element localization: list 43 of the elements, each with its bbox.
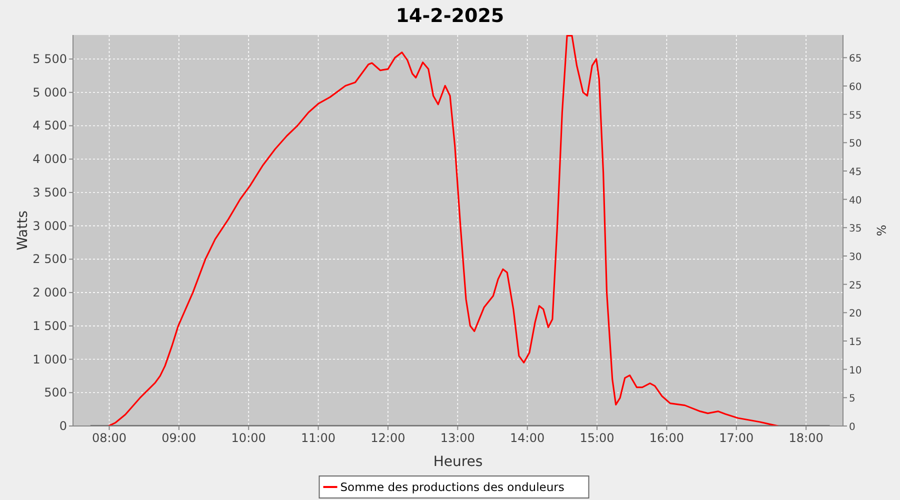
y2-tick-label: 25 bbox=[849, 280, 862, 292]
y-tick-label: 1 500 bbox=[32, 318, 67, 333]
line-series bbox=[108, 35, 779, 426]
y-tick-label: 2 000 bbox=[32, 286, 67, 300]
x-tick-label: 08:00 bbox=[92, 431, 127, 445]
x-tick-label: 14:00 bbox=[510, 431, 545, 445]
x-tick-label: 09:00 bbox=[162, 431, 196, 445]
y2-tick-label: 10 bbox=[849, 365, 862, 376]
y-tick-label: 1 000 bbox=[32, 352, 67, 366]
y2-tick-label: 0 bbox=[849, 422, 856, 433]
y2-tick-label: 40 bbox=[849, 195, 862, 206]
y2-tick-label: 5 bbox=[849, 394, 856, 405]
x-tick-label: 10:00 bbox=[231, 431, 266, 445]
y-tick-label: 0 bbox=[59, 419, 67, 433]
y-tick-label: 5 500 bbox=[32, 52, 67, 66]
legend-label: Somme des productions des onduleurs bbox=[340, 480, 564, 494]
x-tick-label: 15:00 bbox=[580, 431, 614, 445]
y2-tick-label: 20 bbox=[849, 308, 862, 320]
y2-tick-label: 35 bbox=[849, 224, 862, 235]
y2-axis-title: % bbox=[874, 224, 888, 236]
x-axis-title: Heures bbox=[433, 454, 483, 470]
y-tick-label: 2 500 bbox=[32, 252, 67, 266]
y-axis-title: Watts bbox=[15, 210, 31, 250]
x-tick-label: 17:00 bbox=[719, 431, 754, 445]
y2-tick-label: 45 bbox=[849, 167, 862, 178]
y-tick-label: 4 500 bbox=[32, 118, 67, 133]
y2-tick-label: 15 bbox=[849, 337, 862, 348]
x-tick-label: 12:00 bbox=[370, 431, 406, 445]
y-tick-label: 500 bbox=[44, 386, 67, 400]
y2-tick-label: 50 bbox=[849, 138, 862, 150]
y-tick-label: 3 500 bbox=[32, 185, 67, 200]
y-tick-label: 4 000 bbox=[32, 152, 67, 166]
y2-tick-label: 30 bbox=[849, 252, 862, 263]
x-tick-label: 13:00 bbox=[440, 431, 475, 445]
y-tick-label: 3 000 bbox=[32, 218, 67, 233]
y2-tick-label: 55 bbox=[849, 110, 862, 122]
y2-tick-label: 65 bbox=[849, 54, 862, 65]
y-tick-label: 5 000 bbox=[32, 85, 67, 100]
chart-title: 14-2-2025 bbox=[396, 5, 504, 27]
x-tick-label: 18:00 bbox=[788, 431, 824, 445]
x-tick-label: 11:00 bbox=[300, 431, 336, 445]
y2-tick-label: 60 bbox=[849, 82, 862, 93]
x-tick-label: 16:00 bbox=[649, 431, 684, 445]
